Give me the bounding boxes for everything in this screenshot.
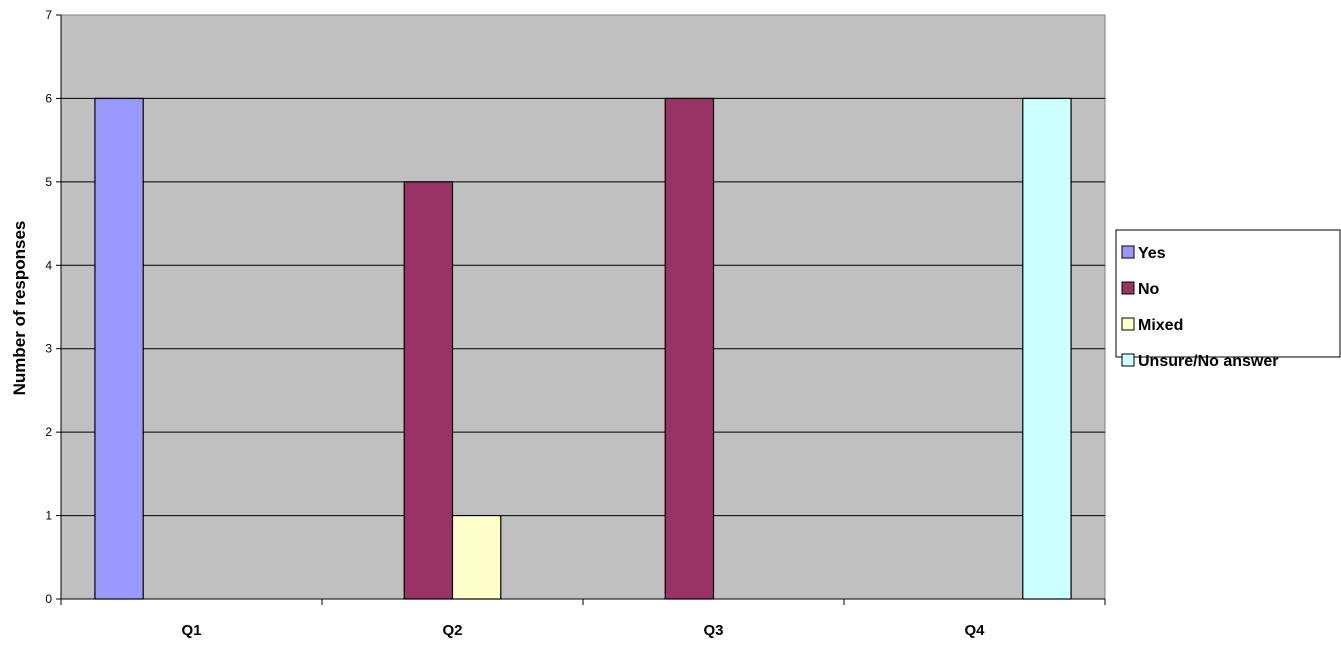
y-tick-label: 2 bbox=[45, 425, 52, 439]
legend-label: No bbox=[1138, 281, 1160, 298]
bar-no-q3 bbox=[664, 97, 715, 600]
legend-label: Unsure/No answer bbox=[1138, 353, 1278, 370]
x-tick-label: Q4 bbox=[964, 622, 985, 639]
legend-swatch bbox=[1121, 281, 1135, 295]
legend-label: Mixed bbox=[1138, 317, 1183, 334]
y-tick-label: 6 bbox=[45, 91, 52, 105]
bar-yes-q1 bbox=[94, 97, 144, 600]
x-tick-label: Q2 bbox=[442, 622, 462, 639]
legend-label: Yes bbox=[1138, 245, 1166, 262]
bar-unsure-no-answer-q4 bbox=[1022, 97, 1072, 600]
plot-background bbox=[60, 14, 1106, 600]
legend-swatch bbox=[1121, 317, 1135, 331]
y-axis-title: Number of responses bbox=[10, 221, 29, 396]
y-tick-label: 7 bbox=[45, 8, 52, 22]
plot-area: 0 1 2 3 4 5 6 7 Q1 Q2 Q3 Q4 bbox=[45, 8, 1106, 639]
legend-box bbox=[1115, 229, 1341, 358]
x-tick-label: Q3 bbox=[703, 622, 723, 639]
x-tick-label: Q1 bbox=[181, 622, 201, 639]
y-tick-label: 0 bbox=[45, 592, 52, 606]
bar-mixed-q2 bbox=[451, 514, 502, 600]
legend-swatch bbox=[1121, 353, 1135, 367]
legend: Yes No Mixed Unsure/No answer bbox=[1115, 229, 1341, 370]
y-tick-label: 5 bbox=[45, 175, 52, 189]
y-tick-label: 3 bbox=[45, 342, 52, 356]
legend-swatch bbox=[1121, 245, 1135, 259]
bar-no-q2 bbox=[403, 181, 454, 600]
y-tick-label: 4 bbox=[45, 258, 52, 272]
y-tick-label: 1 bbox=[45, 509, 52, 523]
